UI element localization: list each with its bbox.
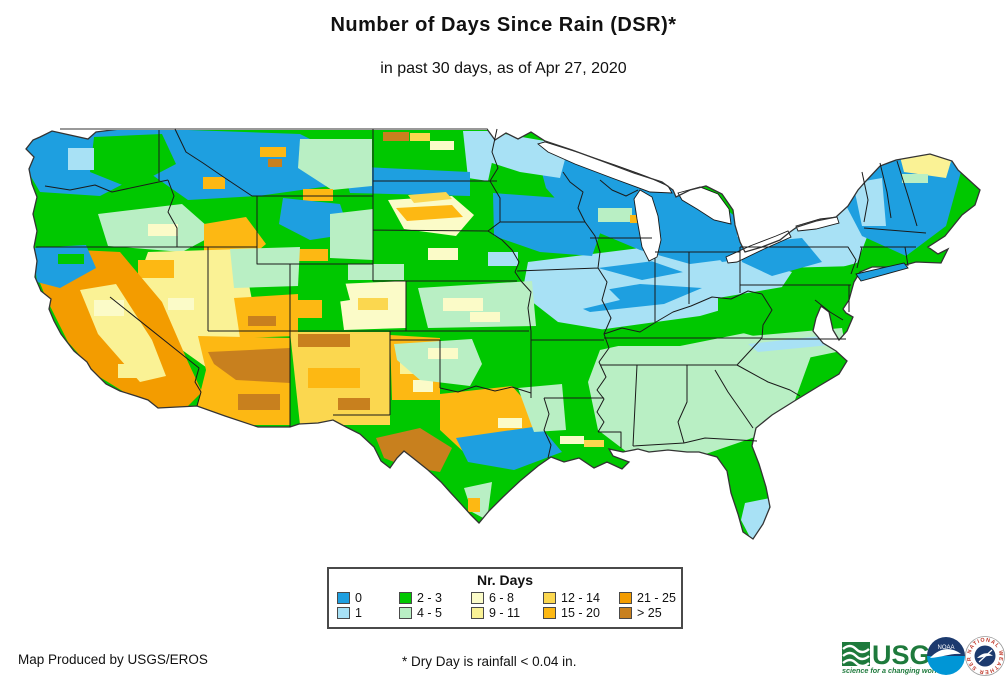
legend-item: 9 - 11	[471, 605, 543, 620]
agency-logos: USGS science for a changing world NOAA N…	[842, 636, 1005, 676]
legend-swatch	[619, 591, 632, 604]
legend-swatch	[471, 591, 484, 604]
nws-slash-icon	[978, 649, 993, 663]
legend-item: > 25	[619, 605, 689, 620]
legend-swatch	[337, 591, 350, 604]
legend-item: 21 - 25	[619, 590, 689, 605]
usgs-wave-icon	[842, 644, 870, 668]
legend-swatch	[471, 606, 484, 619]
legend-swatch	[619, 606, 632, 619]
legend-item: 2 - 3	[399, 590, 471, 605]
legend-item: 12 - 14	[543, 590, 619, 605]
legend-item: 1	[337, 605, 399, 620]
legend-item: 4 - 5	[399, 605, 471, 620]
legend-swatch	[543, 591, 556, 604]
legend-swatch	[543, 606, 556, 619]
long-island	[855, 262, 909, 282]
legend-grid: 0 1 2 - 3 4 - 5 6 - 8 9 - 11 12 - 14 15 …	[337, 590, 681, 620]
legend-box: Nr. Days 0 1 2 - 3 4 - 5 6 - 8 9 - 11 12…	[327, 567, 683, 629]
state-borders	[36, 128, 927, 459]
nws-logo: NATIONAL WEATHER SERVICE	[965, 636, 1005, 676]
nws-bird-icon	[977, 653, 993, 658]
page-subtitle: in past 30 days, as of Apr 27, 2020	[380, 60, 627, 77]
noaa-logo: NOAA	[927, 637, 965, 675]
noaa-label: NOAA	[937, 645, 954, 651]
legend-swatch	[399, 591, 412, 604]
legend-item: 15 - 20	[543, 605, 619, 620]
legend-item: 6 - 8	[471, 590, 543, 605]
noaa-seagull-icon	[930, 649, 961, 658]
legend-swatch	[399, 606, 412, 619]
dry-day-note: * Dry Day is rainfall < 0.04 in.	[402, 654, 577, 669]
usgs-tagline: science for a changing world	[842, 666, 942, 675]
legend-item: 0	[337, 590, 399, 605]
legend-title: Nr. Days	[476, 572, 534, 588]
us-outline	[25, 128, 981, 540]
legend-swatch	[337, 606, 350, 619]
credit-text: Map Produced by USGS/EROS	[18, 652, 208, 667]
page-title: Number of Days Since Rain (DSR)*	[330, 14, 677, 36]
